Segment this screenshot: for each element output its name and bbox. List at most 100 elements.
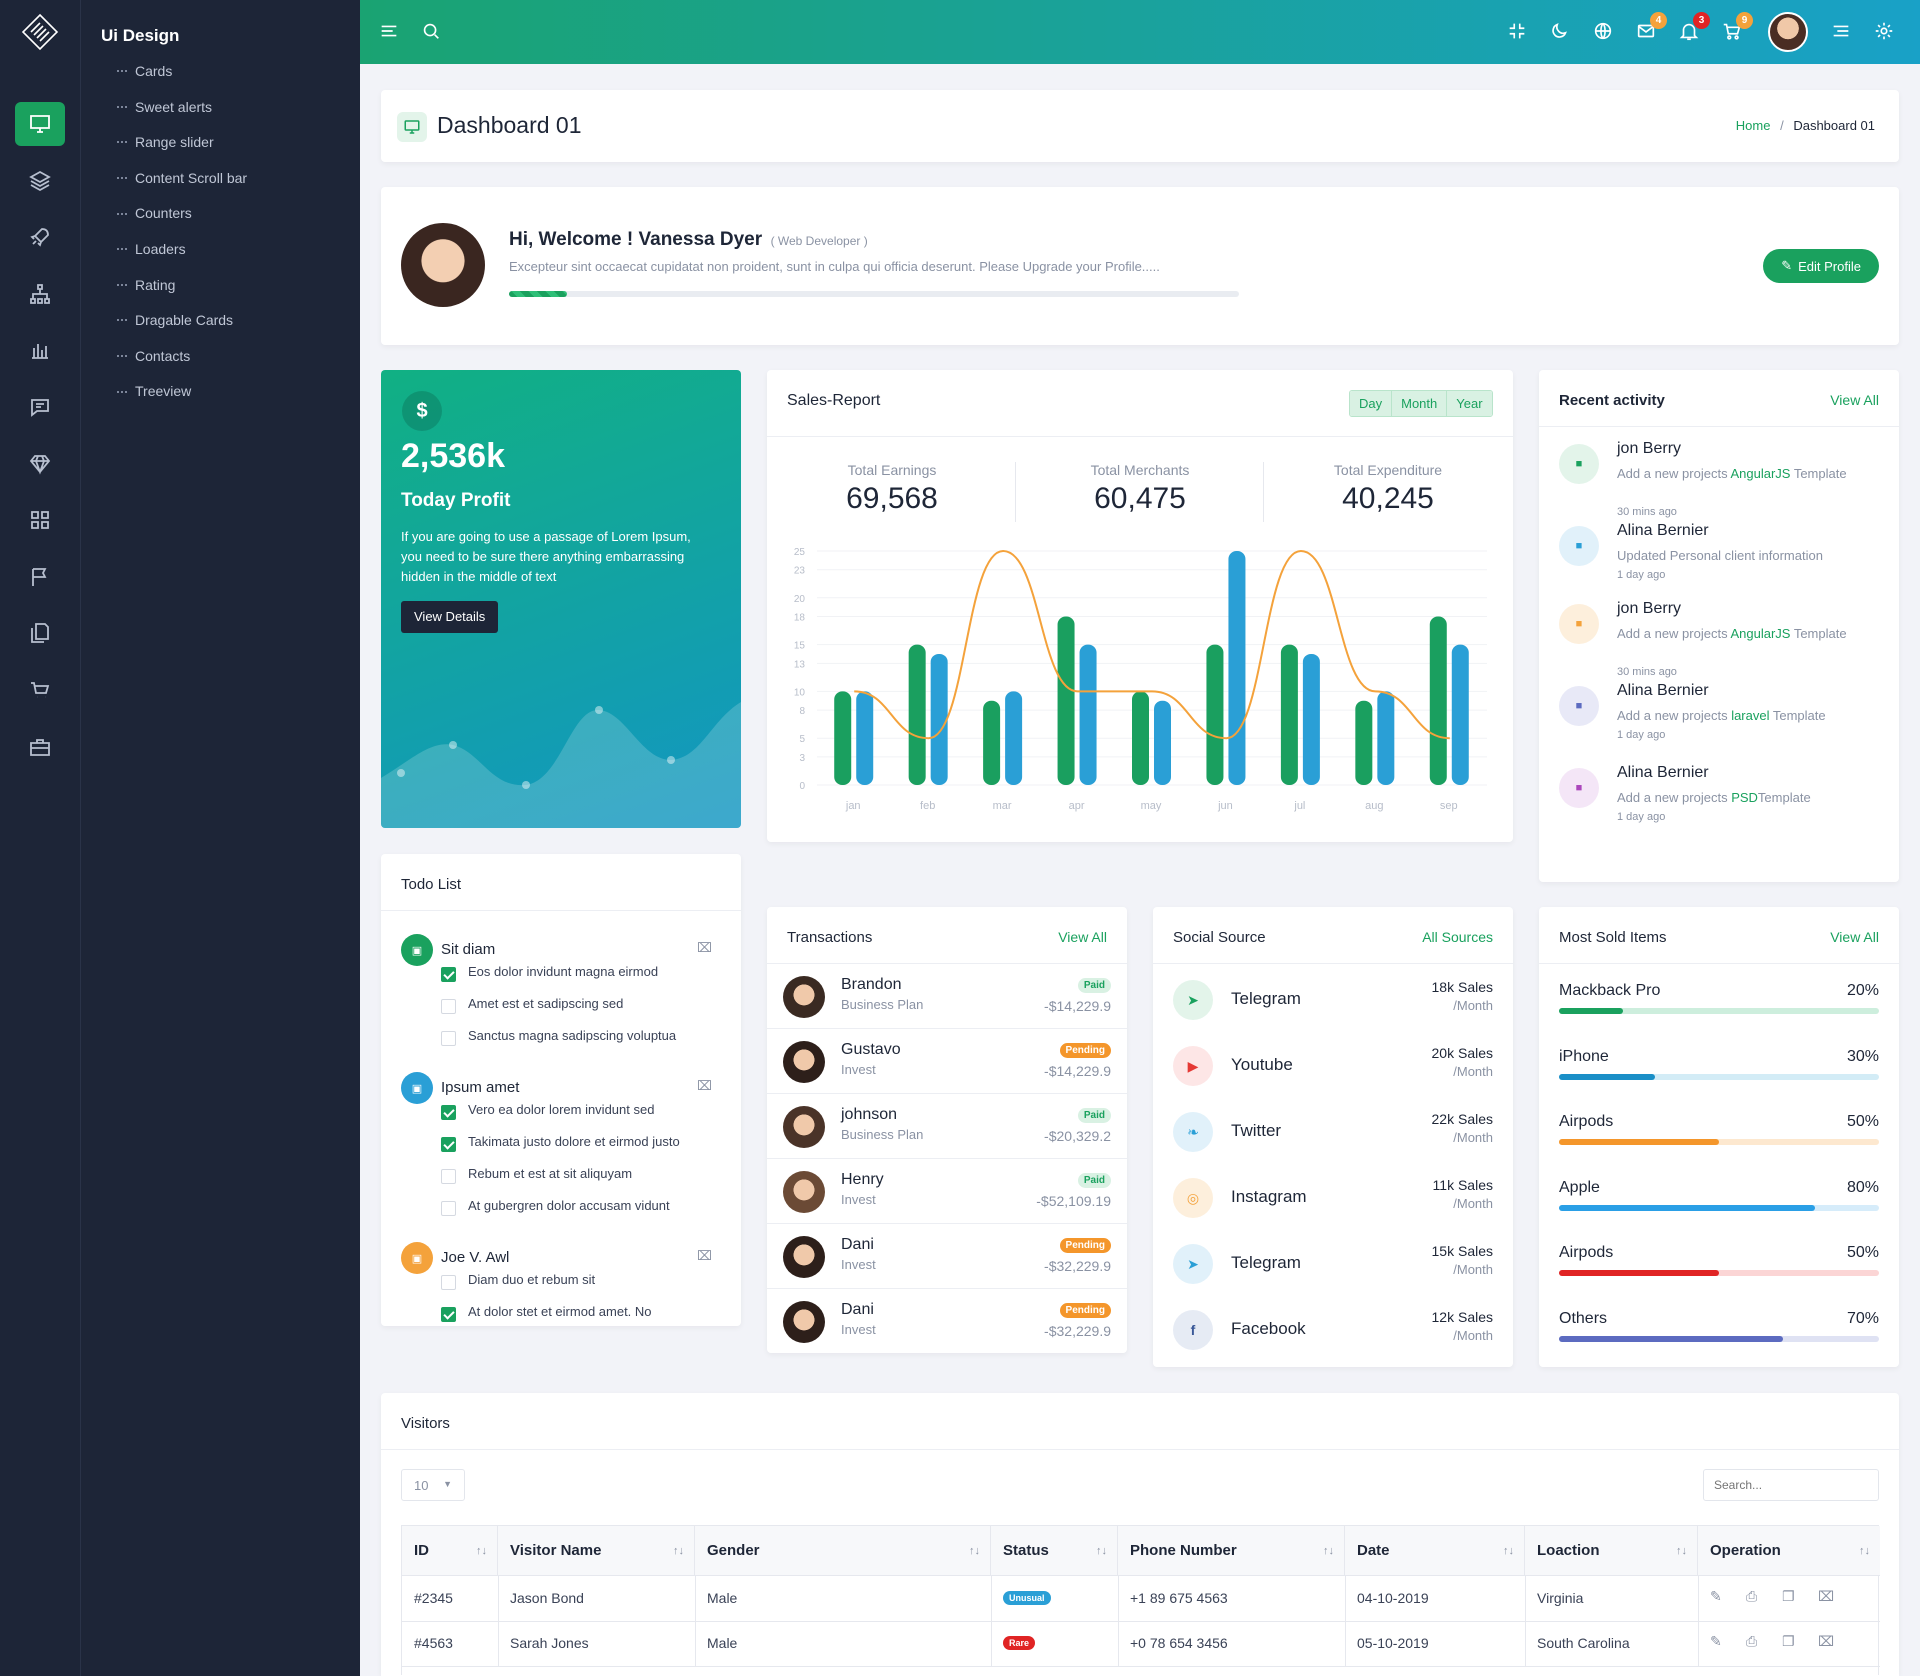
- column-header[interactable]: Gender ↑↓: [695, 1526, 991, 1576]
- todo-checkbox[interactable]: [441, 967, 456, 982]
- submenu-item[interactable]: Treeview: [117, 383, 191, 399]
- column-header[interactable]: Operation ↑↓: [1698, 1526, 1880, 1576]
- briefcase-icon[interactable]: [15, 725, 65, 769]
- sort-icon[interactable]: ↑↓: [476, 1545, 487, 1557]
- file-icon[interactable]: ⎙: [1746, 1633, 1758, 1649]
- submenu-item[interactable]: Range slider: [117, 134, 214, 150]
- submenu-item[interactable]: Counters: [117, 205, 192, 221]
- welcome-greeting: Hi, Welcome ! Vanessa Dyer: [509, 229, 763, 250]
- trash-icon[interactable]: ⌧: [697, 1078, 712, 1093]
- layers-icon[interactable]: [15, 159, 65, 203]
- column-header[interactable]: Status ↑↓: [991, 1526, 1118, 1576]
- list-menu-icon[interactable]: [1830, 20, 1854, 44]
- sort-icon[interactable]: ↑↓: [1096, 1545, 1107, 1557]
- trash-icon[interactable]: ⌧: [697, 1248, 712, 1263]
- submenu-item[interactable]: Loaders: [117, 241, 186, 257]
- submenu-item[interactable]: Rating: [117, 277, 175, 293]
- sitemap-icon[interactable]: [15, 272, 65, 316]
- cell-divider: [1698, 1621, 1699, 1666]
- transactions-view-all[interactable]: View All: [1058, 929, 1107, 945]
- search-icon[interactable]: [420, 20, 444, 44]
- globe-icon[interactable]: [1592, 20, 1616, 44]
- sort-icon[interactable]: ↑↓: [969, 1545, 980, 1557]
- trash-icon[interactable]: ⌧: [697, 940, 712, 955]
- bell-icon[interactable]: 3: [1678, 12, 1710, 44]
- edit-profile-button[interactable]: ✎ Edit Profile: [1763, 249, 1879, 283]
- page-size-select[interactable]: 10 ▼: [401, 1469, 465, 1501]
- gear-icon[interactable]: [1873, 20, 1897, 44]
- sort-icon[interactable]: ↑↓: [1323, 1545, 1334, 1557]
- folder-icon[interactable]: ❐: [1782, 1588, 1795, 1604]
- todo-checkbox[interactable]: [441, 1275, 456, 1290]
- activity-link[interactable]: laravel: [1731, 708, 1770, 723]
- logo-icon[interactable]: [20, 12, 60, 52]
- sort-icon[interactable]: ↑↓: [1859, 1545, 1870, 1557]
- grid-icon[interactable]: [15, 498, 65, 542]
- profile-avatar: [401, 223, 485, 307]
- activity-link[interactable]: AngularJS: [1730, 466, 1791, 481]
- sort-icon[interactable]: ↑↓: [673, 1545, 684, 1557]
- sold-view-all[interactable]: View All: [1830, 929, 1879, 945]
- tab-day[interactable]: Day: [1350, 391, 1392, 416]
- user-avatar[interactable]: [1768, 12, 1808, 52]
- twitter-icon: ❧: [1173, 1112, 1213, 1152]
- social-period: /Month: [1453, 1262, 1493, 1277]
- todo-checkbox[interactable]: [441, 1137, 456, 1152]
- dark-mode-icon[interactable]: [1549, 20, 1573, 44]
- submenu-item[interactable]: Contacts: [117, 348, 190, 364]
- diamond-icon[interactable]: [15, 442, 65, 486]
- todo-checkbox[interactable]: [441, 1169, 456, 1184]
- todo-item-text: Diam duo et rebum sit: [468, 1272, 596, 1287]
- cart-icon[interactable]: [15, 668, 65, 712]
- breadcrumb-home[interactable]: Home: [1735, 118, 1771, 133]
- todo-checkbox[interactable]: [441, 1201, 456, 1216]
- todo-checkbox[interactable]: [441, 1105, 456, 1120]
- submenu-item[interactable]: Content Scroll bar: [117, 170, 247, 186]
- flag-icon[interactable]: [15, 555, 65, 599]
- tab-month[interactable]: Month: [1391, 391, 1447, 416]
- fullscreen-icon[interactable]: [1506, 20, 1530, 44]
- view-details-button[interactable]: View Details: [401, 601, 499, 633]
- mail-icon[interactable]: 4: [1635, 12, 1667, 44]
- submenu-item[interactable]: Cards: [117, 63, 172, 79]
- activity-link[interactable]: AngularJS: [1730, 626, 1791, 641]
- edit-icon[interactable]: ✎: [1710, 1588, 1722, 1604]
- folder-icon[interactable]: ❐: [1782, 1633, 1795, 1649]
- sort-icon[interactable]: ↑↓: [1503, 1545, 1514, 1557]
- cell-phone: +0 78 654 3456: [1130, 1635, 1228, 1651]
- cell-divider: [1525, 1576, 1526, 1621]
- chat-icon[interactable]: [15, 385, 65, 429]
- search-input[interactable]: [1703, 1469, 1879, 1501]
- trash-icon[interactable]: ⌧: [1818, 1633, 1835, 1649]
- file-icon[interactable]: ⎙: [1746, 1588, 1758, 1604]
- sort-icon[interactable]: ↑↓: [1676, 1545, 1687, 1557]
- copy-icon[interactable]: [15, 611, 65, 655]
- activity-view-all[interactable]: View All: [1830, 392, 1879, 408]
- column-header[interactable]: Date ↑↓: [1345, 1526, 1525, 1576]
- todo-checkbox[interactable]: [441, 999, 456, 1014]
- monitor-icon[interactable]: [15, 102, 65, 146]
- social-all-sources[interactable]: All Sources: [1422, 929, 1493, 945]
- submenu-item[interactable]: Sweet alerts: [117, 99, 212, 115]
- activity-time: 30 mins ago: [1617, 506, 1677, 518]
- sold-progress-fill: [1559, 1008, 1623, 1014]
- tab-year[interactable]: Year: [1446, 391, 1492, 416]
- bar: [1451, 644, 1469, 785]
- rocket-icon[interactable]: [15, 215, 65, 259]
- activity-link[interactable]: PSD: [1731, 790, 1758, 805]
- column-header[interactable]: ID ↑↓: [402, 1526, 498, 1576]
- edit-icon[interactable]: ✎: [1710, 1633, 1722, 1649]
- cart-icon[interactable]: 9: [1721, 12, 1753, 44]
- todo-checkbox[interactable]: [441, 1307, 456, 1322]
- column-header[interactable]: Visitor Name ↑↓: [498, 1526, 695, 1576]
- todo-checkbox[interactable]: [441, 1031, 456, 1046]
- column-header[interactable]: Loaction ↑↓: [1525, 1526, 1698, 1576]
- x-tick-label: mar: [993, 800, 1012, 812]
- trash-icon[interactable]: ⌧: [1818, 1588, 1835, 1604]
- transaction-plan: Invest: [841, 1192, 876, 1207]
- menu-toggle-icon[interactable]: [378, 20, 402, 44]
- social-period: /Month: [1453, 1328, 1493, 1343]
- submenu-item[interactable]: Dragable Cards: [117, 312, 233, 328]
- column-header[interactable]: Phone Number ↑↓: [1118, 1526, 1345, 1576]
- bar-chart-icon[interactable]: [15, 328, 65, 372]
